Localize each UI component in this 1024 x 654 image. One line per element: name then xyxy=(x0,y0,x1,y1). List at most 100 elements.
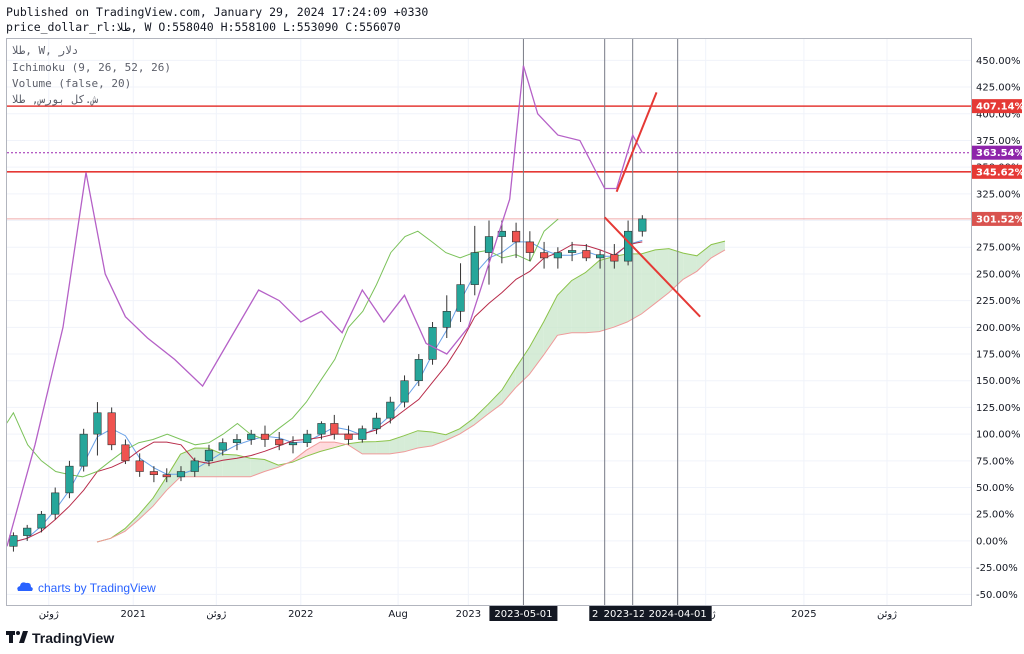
cloud-segment xyxy=(613,253,628,328)
candle-body xyxy=(23,527,32,536)
cloud-segment xyxy=(599,256,614,332)
cloud-segment xyxy=(389,435,405,454)
cloud-segment xyxy=(696,244,712,272)
candle-body xyxy=(9,535,18,547)
cloud-segment xyxy=(236,454,251,477)
y-tick-label: 25.00% xyxy=(976,510,1014,521)
ichimoku-cloud xyxy=(96,241,725,542)
candle-body xyxy=(470,252,479,285)
price-level-badge xyxy=(972,211,1022,226)
candle-body xyxy=(372,417,381,430)
vertical-markers xyxy=(522,39,679,605)
trend-line-down xyxy=(603,216,701,318)
legend-ichimoku[interactable]: Ichimoku (9, 26, 52, 26) xyxy=(12,61,171,74)
cloud-segment xyxy=(166,454,181,491)
candles xyxy=(9,215,647,552)
legend-volume[interactable]: Volume (false, 20) xyxy=(12,77,132,90)
y-tick-label: 50.00% xyxy=(976,483,1014,494)
candle-body xyxy=(330,423,339,435)
marker-date-badge xyxy=(643,606,712,621)
cloud-segment xyxy=(348,441,363,454)
y-tick-label: 175.00% xyxy=(976,350,1021,361)
chart-pane[interactable] xyxy=(6,38,972,606)
candle-body xyxy=(539,252,549,259)
y-tick-label: -50.00% xyxy=(976,590,1018,601)
x-tick-label: 2021 xyxy=(121,609,146,620)
base-line xyxy=(13,241,643,543)
y-tick-label: 375.00% xyxy=(976,136,1021,147)
candle-body xyxy=(204,449,214,462)
candle-body xyxy=(414,359,423,382)
candle-body xyxy=(610,254,619,262)
candle-body xyxy=(176,471,186,478)
marker-date-label: 2023-05-01 xyxy=(494,609,552,620)
candle-body xyxy=(525,241,534,253)
candle-body xyxy=(37,513,46,529)
candle-body xyxy=(190,460,199,472)
cloud-segment xyxy=(320,442,335,452)
y-tick-label: 325.00% xyxy=(976,189,1021,200)
cloud-segment xyxy=(543,295,558,356)
cloud-segment xyxy=(487,390,502,415)
y-tick-label: 75.00% xyxy=(976,456,1014,467)
leading-span-b xyxy=(96,249,726,543)
tradingview-watermark: charts by TradingView xyxy=(16,580,156,595)
candle-body xyxy=(442,311,451,328)
cloud-segment xyxy=(668,248,684,293)
price-level-label: 301.52% xyxy=(976,214,1024,225)
ichimoku-lines xyxy=(7,218,726,543)
x-tick-label: 2023 xyxy=(456,609,481,620)
y-tick-label: 450.00% xyxy=(976,56,1021,67)
cloud-segment xyxy=(264,459,279,472)
marker-date-label: 2023-12-25 xyxy=(604,609,662,620)
cloud-segment xyxy=(459,418,474,435)
y-tick-label: 100.00% xyxy=(976,430,1021,441)
x-tick-label: Aug xyxy=(388,609,408,620)
candle-body xyxy=(275,439,284,446)
x-tick-label: 2025 xyxy=(791,609,816,620)
y-tick-label: -25.00% xyxy=(976,563,1018,574)
candle-body xyxy=(317,423,326,435)
watermark-label: charts by TradingView xyxy=(38,580,156,595)
cloud-segment xyxy=(362,441,377,454)
cloud-segment xyxy=(585,260,600,333)
tradingview-brand: TradingView xyxy=(6,630,114,646)
brand-name: TradingView xyxy=(32,630,115,646)
y-axis: -50.00% -25.00% 0.00% 25.00% 50.00% 75.00% 100… xyxy=(976,56,1021,601)
candle-body xyxy=(260,433,270,440)
candle-body xyxy=(596,254,605,259)
candle-body xyxy=(247,433,256,440)
published-info: Published on TradingView.com, January 29… xyxy=(6,5,429,19)
trend-line-up xyxy=(615,92,658,193)
candle-body xyxy=(288,442,298,446)
candle-body xyxy=(568,250,577,253)
y-tick-label: 250.00% xyxy=(976,269,1021,280)
cloud-segment xyxy=(529,322,544,375)
cloud-segment xyxy=(432,431,446,446)
cloud-segment xyxy=(557,280,572,336)
candle-body xyxy=(135,460,144,472)
cloud-segment xyxy=(404,430,418,452)
y-tick-label: 200.00% xyxy=(976,323,1021,334)
candle-body xyxy=(386,401,395,419)
candle-body xyxy=(93,412,102,435)
y-tick-label: 225.00% xyxy=(976,296,1021,307)
marker-date-label: 2024-04-01 xyxy=(649,609,707,620)
legend-symbol[interactable]: طلا, W, دلار xyxy=(12,44,79,57)
cloud-segment xyxy=(501,368,516,404)
tradingview-logo-icon xyxy=(6,630,28,646)
cloud-segment xyxy=(417,430,433,449)
candle-body xyxy=(511,230,521,243)
grid xyxy=(7,39,971,605)
candle-body xyxy=(65,465,74,494)
price-level-label: 363.54% xyxy=(976,148,1024,159)
candle-body xyxy=(162,474,171,478)
candle-body xyxy=(79,433,88,467)
cloud-segment xyxy=(376,440,390,454)
cloud-segment xyxy=(152,476,167,507)
legend-overlay[interactable]: ش.کل بورس, طلا xyxy=(12,93,99,106)
x-tick-label: ژوئن xyxy=(39,609,59,620)
price-level-label: 407.14% xyxy=(976,102,1024,113)
candle-body xyxy=(400,380,409,403)
